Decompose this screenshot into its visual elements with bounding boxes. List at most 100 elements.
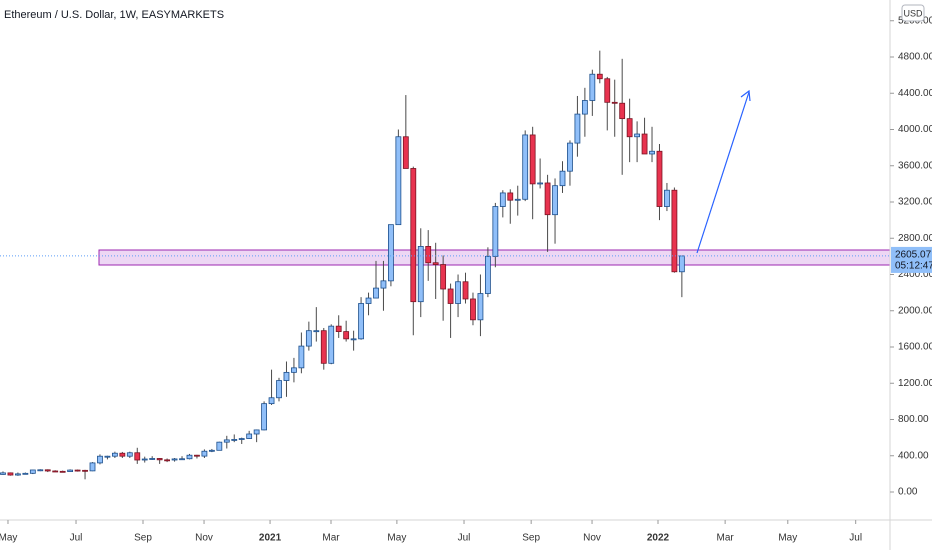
candle-body	[365, 297, 372, 304]
candle-body	[574, 113, 581, 144]
candle-body	[634, 133, 640, 138]
candle-body	[313, 330, 320, 333]
y-tick-label: 4400.00	[898, 88, 932, 99]
candle-body	[477, 293, 484, 321]
countdown-label: 05:12:47	[895, 261, 932, 272]
y-tick-label: 400.00	[898, 450, 929, 461]
candle-body	[246, 433, 253, 439]
candle-body	[425, 246, 432, 264]
candle-body	[529, 134, 536, 185]
candle-body	[37, 469, 44, 472]
candle-body	[499, 192, 506, 207]
candle-body	[15, 473, 21, 476]
y-tick-label: 1600.00	[898, 342, 932, 353]
candle-body	[74, 469, 81, 472]
candle-body	[567, 142, 573, 172]
forecast-arrow	[696, 91, 750, 254]
candle-body	[358, 303, 364, 340]
candle-body	[97, 455, 103, 464]
candle-body	[149, 458, 156, 460]
candle-body	[581, 100, 588, 115]
candle-body	[410, 168, 417, 303]
y-tick-label: 2400.00	[898, 269, 932, 280]
candle-body	[350, 338, 357, 341]
candle-body	[626, 118, 633, 138]
x-tick-label: Sep	[134, 533, 152, 544]
candle-body	[156, 458, 163, 461]
candle-body	[388, 224, 394, 282]
x-tick-label: Mar	[322, 533, 340, 544]
candle-body	[552, 185, 558, 216]
candle-body	[216, 441, 223, 451]
candle-body	[194, 454, 200, 457]
candle-body	[447, 288, 454, 304]
last-price-label: 2605.07	[895, 250, 932, 261]
candle-body	[22, 472, 29, 475]
candle-body	[223, 439, 230, 443]
candle-body	[7, 472, 14, 476]
y-tick-label: 4000.00	[898, 124, 932, 135]
x-tick-label: Nov	[583, 533, 601, 544]
candle-body	[678, 255, 685, 273]
x-tick-label: Jul	[849, 533, 862, 544]
candles	[0, 50, 685, 480]
candle-body	[514, 198, 521, 201]
candle-body	[320, 330, 327, 364]
candle-body	[470, 298, 476, 321]
candle-body	[432, 262, 439, 265]
candle-body	[656, 150, 663, 207]
candle-body	[417, 246, 424, 303]
candle-body	[67, 469, 74, 473]
y-tick-label: 3600.00	[898, 160, 932, 171]
candle-body	[111, 452, 118, 457]
candle-body	[619, 102, 626, 120]
candle-body	[231, 439, 238, 441]
candle-body	[641, 133, 648, 155]
candle-body	[29, 469, 36, 474]
x-tick-label: Nov	[195, 533, 213, 544]
candle-body	[238, 438, 245, 440]
y-tick-label: 0.00	[898, 487, 918, 498]
x-tick-label: Jul	[70, 533, 83, 544]
candle-body	[186, 454, 193, 460]
candle-body	[343, 331, 350, 340]
candle-body	[328, 325, 335, 364]
y-tick-label: 4800.00	[898, 52, 932, 63]
candle-body	[276, 380, 282, 399]
candle-body	[141, 458, 148, 461]
candle-body	[462, 281, 469, 300]
x-tick-label: Mar	[717, 533, 735, 544]
candle-body	[201, 450, 208, 457]
arrow-head	[740, 89, 751, 102]
x-tick-label: Jul	[458, 533, 471, 544]
y-tick-label: 2000.00	[898, 305, 932, 316]
candle-body	[291, 367, 297, 373]
candle-body	[44, 469, 51, 472]
candle-body	[484, 255, 491, 294]
candle-body	[507, 192, 514, 201]
candle-body	[596, 73, 603, 80]
candle-body	[455, 281, 461, 304]
currency-label: USD	[903, 8, 923, 18]
chart-title: Ethereum / U.S. Dollar, 1W, EASYMARKETS	[4, 9, 224, 21]
candle-body	[604, 78, 611, 103]
candle-body	[671, 189, 678, 273]
candle-body	[402, 136, 409, 169]
candle-body	[164, 459, 171, 462]
candle-body	[544, 182, 551, 216]
candle-body	[373, 287, 379, 299]
candle-body	[261, 403, 267, 431]
candle-body	[649, 150, 655, 155]
y-tick-label: 2800.00	[898, 233, 932, 244]
x-tick-label: 2022	[647, 533, 670, 544]
candle-body	[179, 458, 185, 461]
candle-body	[589, 73, 596, 101]
candle-body	[664, 189, 670, 207]
x-tick-label: May	[387, 533, 406, 544]
candle-body	[126, 452, 133, 457]
candle-body	[395, 136, 402, 226]
candle-body	[171, 458, 178, 461]
candle-body	[59, 470, 66, 473]
